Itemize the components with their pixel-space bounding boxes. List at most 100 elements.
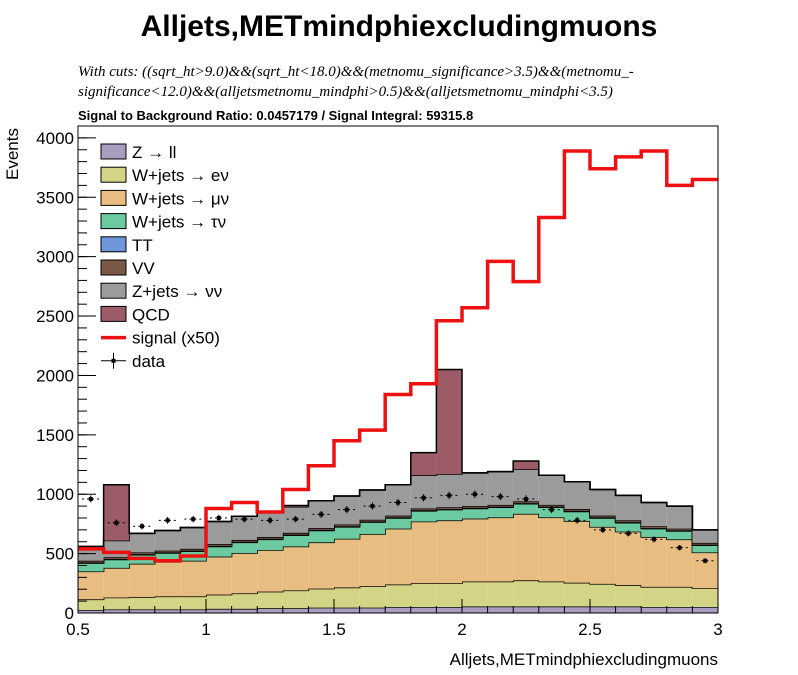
stack-bar [308, 530, 334, 543]
stack-bar [129, 596, 155, 610]
stack-bar [487, 504, 514, 507]
stack-bar [487, 606, 514, 613]
stack-bar [410, 583, 437, 608]
data-point [447, 493, 452, 498]
stack-bar [436, 509, 462, 521]
x-tick-label: 0.5 [66, 620, 90, 639]
stack-bar [538, 504, 565, 507]
y-axis-label: Events [3, 128, 22, 180]
data-point [549, 507, 554, 512]
stack-bar [385, 528, 411, 585]
stack-bar [154, 561, 181, 597]
stack-bar [78, 610, 104, 613]
stack-bar [257, 591, 283, 609]
y-tick-label: 0 [65, 604, 74, 623]
stack-bar [564, 481, 590, 510]
cuts-line-2: significance<12.0)&&(alljetsmetnomu_mind… [78, 84, 613, 100]
y-tick-label: 3500 [36, 188, 74, 207]
stack-bar [103, 567, 130, 598]
stack-bar [282, 590, 309, 609]
stack-bar [462, 581, 488, 607]
stack-bar [564, 582, 590, 607]
stack-bar [410, 452, 437, 476]
stack-bar [615, 520, 642, 523]
data-point [140, 524, 144, 529]
stack-bar [359, 534, 386, 587]
stack-bar [231, 593, 258, 609]
legend-label: Z → ll [132, 143, 176, 162]
stack-bar [257, 512, 283, 537]
stack-bar [257, 550, 283, 592]
stack-bar [692, 545, 718, 553]
stack-bar [538, 606, 565, 613]
stack-bar [410, 475, 437, 509]
stack-bar [359, 586, 386, 608]
stack-bar [641, 536, 667, 587]
stack-bar [78, 560, 104, 563]
stack-bar [436, 507, 462, 510]
stack-bar [513, 503, 539, 514]
stack-bar [308, 607, 334, 613]
stack-bar [206, 594, 232, 609]
stack-bar [78, 571, 104, 600]
stack-bar [103, 597, 130, 610]
stack-bar [231, 542, 258, 554]
data-point [524, 496, 528, 501]
legend-label: W+jets → τν [132, 213, 226, 232]
stack-bar [487, 581, 514, 607]
stack-bar [641, 526, 667, 529]
stack-bar [538, 581, 565, 607]
y-tick-label: 4000 [36, 129, 74, 148]
stack-bar [359, 522, 386, 535]
stack-bar [129, 533, 155, 553]
stack-bar [231, 608, 258, 613]
data-point [319, 512, 324, 517]
stack-bar [590, 515, 616, 518]
stack-bar [154, 553, 181, 562]
stack-bar [436, 607, 462, 613]
data-point [370, 504, 375, 509]
stack-bar [513, 606, 539, 613]
stack-bar [666, 506, 693, 529]
stack-bar [206, 521, 232, 545]
stack-bar [103, 609, 130, 613]
data-point [396, 500, 400, 505]
data-point [600, 527, 605, 532]
data-point [268, 518, 272, 523]
legend-swatch [100, 213, 127, 230]
stack-bar [282, 532, 309, 535]
legend-swatch [100, 236, 127, 253]
data-point [165, 518, 170, 523]
stack-bar [257, 539, 283, 551]
signal-background-ratio: Signal to Background Ratio: 0.0457179 / … [78, 108, 474, 123]
x-tick-label: 3 [713, 620, 722, 639]
stack-bar [436, 369, 462, 475]
data-point [88, 496, 93, 501]
stack-bar [590, 526, 616, 584]
stack-bar [385, 607, 411, 613]
data-point [293, 517, 298, 522]
data-point [703, 558, 708, 563]
stack-bar [103, 484, 130, 541]
signal-line [78, 149, 718, 563]
stack-bar [590, 583, 616, 607]
legend-swatch [100, 166, 127, 183]
plot-frame [77, 125, 719, 614]
stack-bar [564, 511, 590, 521]
stack-bar [385, 517, 411, 529]
stack-bar [615, 606, 642, 613]
stack-bar [103, 557, 130, 559]
stack-bar [154, 609, 181, 613]
stack-layer [78, 368, 718, 613]
stack-bar [334, 587, 360, 608]
stack-bar [564, 520, 590, 583]
data-point [575, 518, 580, 523]
stack-bar [462, 506, 488, 508]
stack-bar [154, 550, 181, 553]
stack-bar [334, 524, 360, 527]
stack-bar [334, 526, 360, 539]
stack-bar [666, 531, 693, 540]
axes-layer: 0.5 1 1.5 2 2.5 3 0 500 1000 1500 2000 2500 3000 3500… [36, 125, 723, 639]
stack-bar [410, 508, 437, 511]
